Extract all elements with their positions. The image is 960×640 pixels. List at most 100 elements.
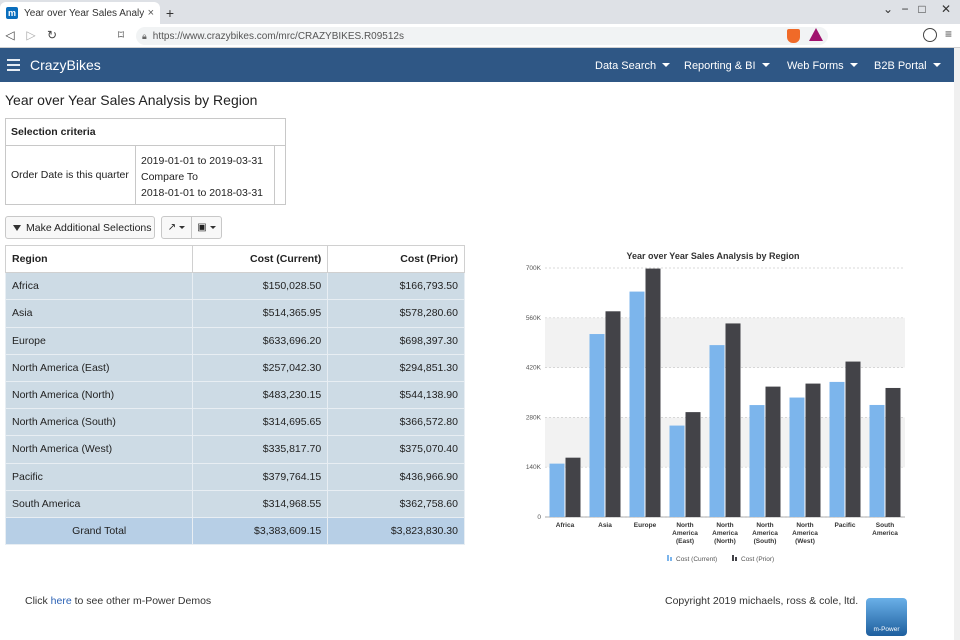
- save-export-button[interactable]: ▣: [191, 216, 222, 239]
- bar-prior: [605, 311, 621, 517]
- x-tick-label: North: [676, 522, 693, 529]
- new-tab-button[interactable]: +: [165, 5, 175, 21]
- cost-current-cell: $379,764.15: [192, 462, 329, 491]
- table-row[interactable]: South America $314,968.55 $362,758.60: [4, 489, 465, 518]
- browser-menu-icon[interactable]: ≡: [945, 27, 953, 41]
- nav-reporting-bi[interactable]: Reporting & BI: [684, 60, 770, 72]
- x-tick-label: (East): [676, 538, 694, 545]
- y-tick-label: 280K: [526, 414, 542, 421]
- cost-current-cell: $257,042.30: [192, 353, 329, 382]
- region-cell: Asia: [4, 299, 194, 328]
- bar-current: [629, 291, 645, 517]
- cost-prior-cell: $436,966.90: [327, 462, 465, 491]
- table-row[interactable]: North America (North) $483,230.15 $544,138…: [4, 380, 465, 410]
- y-tick-label: 0: [537, 514, 541, 521]
- criteria-heading: Selection criteria: [6, 119, 285, 146]
- cost-prior-cell: $375,070.40: [327, 435, 465, 464]
- y-tick-label: 140K: [526, 464, 542, 471]
- bar-prior: [765, 386, 781, 517]
- nav-data-search[interactable]: Data Search: [595, 60, 671, 72]
- save-icon: ▣: [197, 222, 207, 233]
- x-tick-label: America: [872, 530, 898, 537]
- legend-label: Cost (Prior): [741, 556, 774, 563]
- x-tick-label: (West): [795, 538, 815, 545]
- table-row[interactable]: Africa $150,028.50 $166,793.50: [4, 272, 465, 301]
- current-date-range: 2019-01-01 to 2019-03-31: [141, 155, 264, 167]
- bar-current: [829, 381, 845, 517]
- nav-web-forms[interactable]: Web Forms: [787, 60, 858, 72]
- nav-b2b-portal[interactable]: B2B Portal: [874, 60, 941, 72]
- x-tick-label: Europe: [634, 522, 657, 529]
- prior-date-range: 2018-01-01 to 2018-03-31: [141, 187, 264, 199]
- x-tick-label: America: [792, 530, 818, 537]
- logo-text: m-Power: [873, 626, 900, 633]
- cost-current-cell: $483,230.15: [192, 380, 329, 410]
- plot-band: [545, 317, 905, 368]
- window-menu-icon[interactable]: ⌄: [882, 2, 894, 16]
- tab-close-icon[interactable]: ×: [147, 7, 154, 19]
- browser-tab[interactable]: m Year over Year Sales Analysis by Re ×: [0, 2, 160, 24]
- legend-swatch: [667, 555, 669, 561]
- table-row[interactable]: North America (South) $314,695.65 $366,572…: [4, 408, 465, 437]
- cost-current-cell: $633,696.20: [192, 326, 329, 355]
- chevron-down-icon: [849, 63, 858, 67]
- back-icon[interactable]: ◁: [5, 28, 15, 42]
- bar-prior: [805, 383, 821, 517]
- y-tick-label: 560K: [526, 315, 542, 322]
- grand-total-current: $3,383,609.15: [192, 516, 329, 546]
- close-window-icon[interactable]: ✕: [940, 2, 952, 16]
- cost-current-cell: $514,365.95: [192, 299, 329, 328]
- region-cell: Pacific: [4, 462, 194, 491]
- share-icon: ↗: [167, 222, 177, 233]
- demos-link[interactable]: here: [50, 595, 72, 607]
- page-scrollbar[interactable]: [954, 48, 960, 640]
- column-header-cost-prior[interactable]: Cost (Prior): [327, 244, 465, 274]
- copyright-text: Copyright 2019 michaels, ross & cole, lt…: [665, 595, 859, 607]
- minimize-icon[interactable]: −: [901, 2, 909, 16]
- forward-icon[interactable]: ▷: [26, 28, 36, 42]
- cost-prior-cell: $698,397.30: [327, 326, 465, 355]
- bar-current: [549, 463, 565, 517]
- bar-current: [709, 345, 725, 517]
- chevron-down-icon: [932, 63, 941, 67]
- make-selections-button[interactable]: Make Additional Selections: [5, 216, 155, 239]
- footer-prefix: Click: [25, 595, 51, 607]
- chart-title: Year over Year Sales Analysis by Region: [626, 251, 799, 261]
- browser-tab-title: Year over Year Sales Analysis by Re: [24, 7, 144, 19]
- mpower-logo[interactable]: m-Power: [866, 598, 907, 636]
- url-field[interactable]: 🔒︎ https://www.crazybikes.com/mrc/CRAZYB…: [136, 27, 828, 45]
- table-row[interactable]: Europe $633,696.20 $698,397.30: [4, 326, 465, 355]
- table-row[interactable]: Pacific $379,764.15 $436,966.90: [4, 462, 465, 491]
- share-button[interactable]: ↗: [161, 216, 192, 239]
- hamburger-menu-icon[interactable]: [7, 59, 20, 71]
- url-text: https://www.crazybikes.com/mrc/CRAZYBIKE…: [152, 30, 404, 42]
- grand-total-row: Grand Total $3,383,609.15 $3,823,830.30: [4, 516, 465, 546]
- column-header-region[interactable]: Region: [4, 244, 194, 274]
- table-row[interactable]: North America (West) $335,817.70 $375,070.…: [4, 435, 465, 464]
- brand-name[interactable]: CrazyBikes: [30, 57, 101, 73]
- brave-shields-icon[interactable]: [787, 29, 800, 43]
- lock-icon: 🔒︎: [142, 30, 147, 41]
- table-row[interactable]: North America (East) $257,042.30 $294,851.…: [4, 353, 465, 382]
- cost-prior-cell: $544,138.90: [327, 380, 465, 410]
- column-header-cost-current[interactable]: Cost (Current): [192, 244, 329, 274]
- region-cell: Africa: [4, 272, 194, 301]
- criteria-values: 2019-01-01 to 2019-03-31 Compare To 2018…: [141, 153, 263, 201]
- selection-criteria-panel: Selection criteria Order Date is this qu…: [5, 118, 286, 205]
- y-tick-label: 700K: [526, 265, 542, 272]
- grand-total-prior: $3,823,830.30: [327, 516, 465, 546]
- x-tick-label: America: [752, 530, 778, 537]
- brave-rewards-icon[interactable]: [809, 28, 823, 41]
- x-tick-label: America: [672, 530, 698, 537]
- table-row[interactable]: Asia $514,365.95 $578,280.60: [4, 299, 465, 328]
- reload-icon[interactable]: ↻: [46, 28, 58, 42]
- bookmark-icon[interactable]: ⌑: [117, 28, 125, 42]
- bar-prior: [645, 268, 661, 517]
- x-tick-label: America: [712, 530, 738, 537]
- account-icon[interactable]: [923, 28, 937, 42]
- maximize-icon[interactable]: □: [918, 2, 926, 16]
- cost-current-cell: $150,028.50: [192, 272, 329, 301]
- x-tick-label: Africa: [556, 522, 575, 529]
- bar-current: [749, 405, 765, 517]
- make-selections-label: Make Additional Selections: [26, 221, 152, 234]
